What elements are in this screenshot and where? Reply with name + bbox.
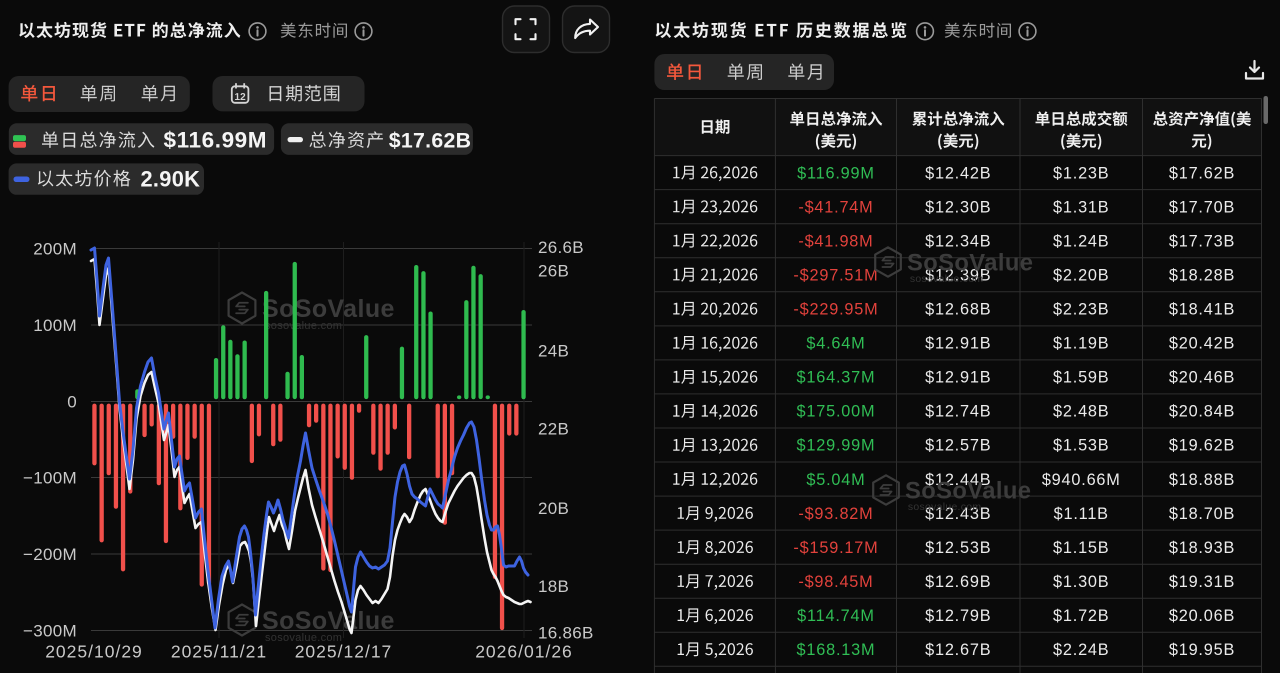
- svg-text:−300M: −300M: [23, 621, 77, 640]
- svg-text:$20.84B: $20.84B: [1169, 403, 1235, 421]
- svg-text:$12.42B: $12.42B: [925, 164, 991, 182]
- svg-text:-$93.82M: -$93.82M: [798, 505, 873, 523]
- svg-text:2.90K: 2.90K: [141, 167, 201, 192]
- svg-text:$168.13M: $168.13M: [797, 641, 876, 659]
- svg-text:$114.74M: $114.74M: [797, 607, 875, 625]
- svg-text:-$41.98M: -$41.98M: [798, 232, 873, 250]
- svg-text:$12.34B: $12.34B: [925, 232, 991, 250]
- svg-text:0: 0: [67, 392, 77, 411]
- svg-text:$19.62B: $19.62B: [1169, 437, 1235, 455]
- svg-text:2025/10/29: 2025/10/29: [45, 642, 143, 662]
- svg-text:$12.69B: $12.69B: [925, 573, 991, 591]
- svg-text:24B: 24B: [538, 341, 569, 360]
- svg-text:-$159.17M: -$159.17M: [793, 539, 878, 557]
- svg-text:$1.31B: $1.31B: [1053, 198, 1109, 216]
- svg-text:sosovalue.com: sosovalue.com: [265, 632, 342, 644]
- svg-text:SoSoValue: SoSoValue: [262, 607, 395, 635]
- svg-text:26B: 26B: [538, 261, 569, 280]
- svg-text:$18.93B: $18.93B: [1169, 539, 1235, 557]
- svg-text:-$229.95M: -$229.95M: [793, 301, 878, 319]
- svg-text:$18.28B: $18.28B: [1169, 266, 1235, 284]
- svg-text:26.6B: 26.6B: [538, 238, 584, 257]
- svg-text:$129.99M: $129.99M: [797, 437, 876, 455]
- svg-text:$17.62B: $17.62B: [389, 129, 472, 153]
- svg-text:$12.39B: $12.39B: [925, 266, 991, 284]
- svg-text:$12.91B: $12.91B: [925, 369, 991, 387]
- svg-text:sosovalue.com: sosovalue.com: [910, 274, 984, 285]
- svg-text:$17.70B: $17.70B: [1169, 198, 1235, 216]
- svg-text:$2.20B: $2.20B: [1053, 266, 1109, 284]
- svg-text:$12.74B: $12.74B: [925, 403, 991, 421]
- svg-text:$164.37M: $164.37M: [797, 369, 876, 387]
- svg-text:$116.99M: $116.99M: [797, 164, 875, 182]
- svg-text:$1.19B: $1.19B: [1053, 335, 1109, 353]
- svg-text:$4.64M: $4.64M: [806, 335, 865, 353]
- svg-text:$12.53B: $12.53B: [925, 539, 991, 557]
- svg-text:$12.44B: $12.44B: [925, 471, 991, 489]
- svg-text:-$41.74M: -$41.74M: [798, 198, 873, 216]
- svg-text:$12.79B: $12.79B: [925, 607, 991, 625]
- svg-text:$1.30B: $1.30B: [1053, 573, 1109, 591]
- svg-text:20B: 20B: [538, 499, 569, 518]
- svg-text:2025/11/21: 2025/11/21: [171, 642, 267, 662]
- svg-text:$12.57B: $12.57B: [925, 437, 991, 455]
- svg-text:$116.99M: $116.99M: [164, 128, 268, 153]
- svg-text:$12.68B: $12.68B: [925, 301, 991, 319]
- svg-text:sosovalue.com: sosovalue.com: [265, 320, 342, 332]
- svg-text:-$297.51M: -$297.51M: [793, 266, 878, 284]
- svg-text:$18.70B: $18.70B: [1169, 505, 1235, 523]
- svg-text:$17.73B: $17.73B: [1169, 232, 1235, 250]
- svg-text:$1.11B: $1.11B: [1054, 505, 1109, 523]
- svg-text:$12.67B: $12.67B: [925, 641, 991, 659]
- svg-text:2026/01/26: 2026/01/26: [475, 642, 573, 662]
- svg-text:$12.43B: $12.43B: [925, 505, 991, 523]
- svg-text:−200M: −200M: [23, 545, 77, 564]
- svg-text:$5.04M: $5.04M: [806, 471, 865, 489]
- svg-text:18B: 18B: [538, 577, 569, 596]
- svg-text:$20.46B: $20.46B: [1169, 369, 1235, 387]
- svg-text:−100M: −100M: [23, 468, 77, 487]
- svg-text:$175.00M: $175.00M: [797, 403, 876, 421]
- svg-text:$18.88B: $18.88B: [1169, 471, 1235, 489]
- svg-text:$2.48B: $2.48B: [1053, 403, 1109, 421]
- svg-text:$19.31B: $19.31B: [1169, 573, 1235, 591]
- svg-text:SoSoValue: SoSoValue: [262, 295, 395, 323]
- svg-text:$1.24B: $1.24B: [1053, 232, 1109, 250]
- svg-text:$1.15B: $1.15B: [1053, 539, 1109, 557]
- svg-text:SoSoValue: SoSoValue: [907, 250, 1033, 277]
- svg-text:100M: 100M: [33, 316, 77, 335]
- svg-text:-$98.45M: -$98.45M: [798, 573, 873, 591]
- svg-text:$20.06B: $20.06B: [1169, 607, 1235, 625]
- svg-text:$12.30B: $12.30B: [925, 198, 991, 216]
- svg-text:$19.95B: $19.95B: [1169, 641, 1235, 659]
- svg-text:$18.41B: $18.41B: [1169, 301, 1235, 319]
- svg-text:200M: 200M: [33, 239, 77, 258]
- svg-text:$12.91B: $12.91B: [925, 335, 991, 353]
- svg-text:22B: 22B: [538, 419, 569, 438]
- svg-text:$1.59B: $1.59B: [1053, 369, 1109, 387]
- svg-text:$17.62B: $17.62B: [1169, 164, 1235, 182]
- svg-text:2025/12/17: 2025/12/17: [295, 642, 393, 662]
- svg-text:$940.66M: $940.66M: [1042, 471, 1121, 489]
- svg-text:sosovalue.com: sosovalue.com: [908, 502, 982, 513]
- svg-text:$1.53B: $1.53B: [1053, 437, 1109, 455]
- svg-text:$1.72B: $1.72B: [1053, 607, 1109, 625]
- svg-text:$2.23B: $2.23B: [1053, 301, 1109, 319]
- svg-text:$20.42B: $20.42B: [1169, 335, 1235, 353]
- svg-text:16.86B: 16.86B: [538, 623, 594, 642]
- svg-text:$1.23B: $1.23B: [1053, 164, 1109, 182]
- svg-text:SoSoValue: SoSoValue: [905, 478, 1031, 505]
- svg-text:$2.24B: $2.24B: [1053, 641, 1109, 659]
